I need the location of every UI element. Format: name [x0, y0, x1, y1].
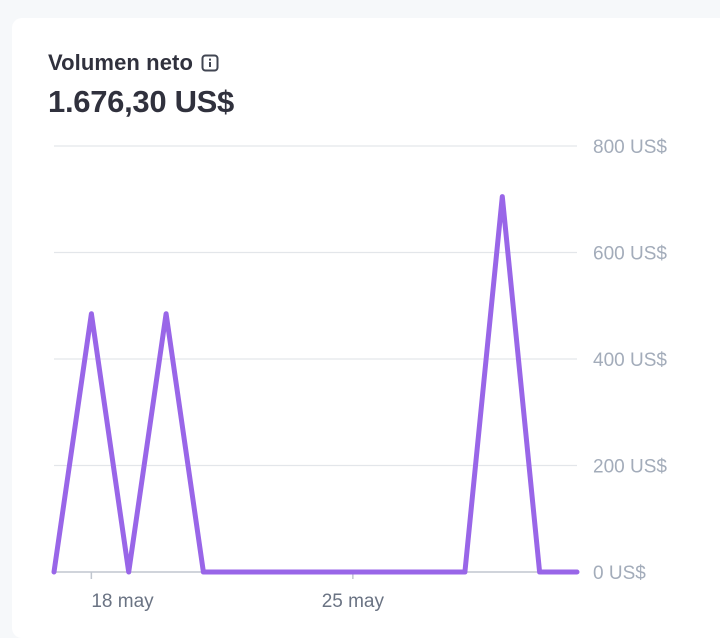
x-tick-label: 25 may [322, 591, 385, 612]
data-point[interactable] [308, 564, 324, 580]
y-tick-label: 400 US$ [593, 350, 667, 371]
net-volume-card [12, 18, 720, 638]
data-point[interactable] [233, 564, 249, 580]
data-point[interactable] [158, 306, 174, 322]
card-header: Volumen neto 1.676,30 US$ [48, 50, 234, 120]
y-tick-label: 0 US$ [593, 563, 646, 584]
data-point[interactable] [345, 564, 361, 580]
y-axis-ticks: 0 US$ 200 US$ 400 US$ 600 US$ 800 US$ [593, 137, 667, 584]
y-tick-label: 200 US$ [593, 457, 667, 478]
data-point[interactable] [382, 564, 398, 580]
card-title: Volumen neto [48, 50, 194, 75]
series-layer [46, 189, 585, 580]
grid-lines [54, 145, 577, 573]
series-line-0 [51, 194, 580, 575]
data-point[interactable] [121, 564, 137, 580]
data-point[interactable] [532, 564, 548, 580]
x-axis-ticks: 18 may 25 may [90, 572, 385, 612]
x-tick-label: 18 may [91, 591, 154, 612]
y-tick-label: 600 US$ [593, 244, 667, 265]
data-point[interactable] [569, 564, 585, 580]
info-icon[interactable] [201, 54, 219, 72]
total-value: 1.676,30 US$ [48, 84, 234, 119]
data-point[interactable] [195, 564, 211, 580]
data-point[interactable] [46, 564, 62, 580]
data-point[interactable] [494, 189, 510, 205]
title-row: Volumen neto [48, 50, 234, 76]
y-tick-label: 800 US$ [593, 137, 667, 158]
data-point[interactable] [270, 564, 286, 580]
data-point[interactable] [457, 564, 473, 580]
net-volume-chart: 0 US$ 200 US$ 400 US$ 600 US$ 800 US$ 18 may… [46, 137, 667, 612]
data-point[interactable] [420, 564, 436, 580]
data-point[interactable] [83, 306, 99, 322]
